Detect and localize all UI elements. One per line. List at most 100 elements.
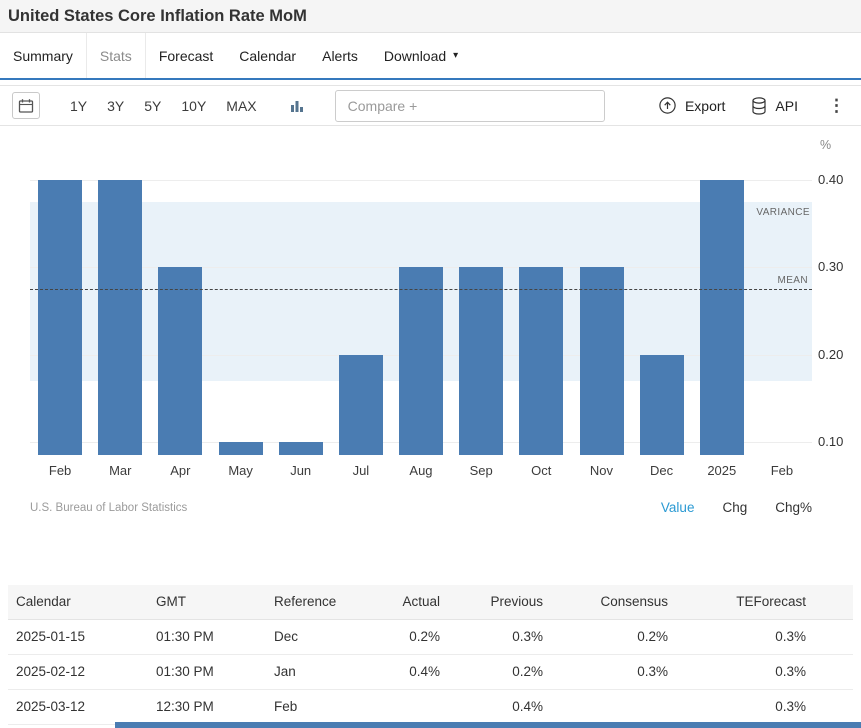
table-cell: 2025-01-15 [8,620,148,655]
series-link-value[interactable]: Value [661,500,695,515]
x-axis-label: Dec [632,463,692,478]
x-axis-label: Mar [90,463,150,478]
x-axis-label: Apr [150,463,210,478]
bar-jul[interactable] [339,355,383,455]
range-max-button[interactable]: MAX [226,98,256,114]
date-range-picker-button[interactable] [12,92,40,119]
bar-oct[interactable] [519,267,563,455]
tab-summary[interactable]: Summary [0,33,87,78]
table-cell: 0.2% [551,620,676,655]
table-cell [551,690,676,725]
chevron-down-icon: ▾ [453,50,458,61]
bar-aug[interactable] [399,267,443,455]
table-cell: 0.2% [376,620,448,655]
range-buttons: 1Y 3Y 5Y 10Y MAX [70,98,257,114]
column-header-teforecast: TEForecast [676,585,853,620]
export-button[interactable]: Export [658,96,725,115]
table-row[interactable]: 2025-03-1212:30 PMFeb0.4%0.3% [8,690,853,725]
bar-may[interactable] [219,442,263,455]
x-axis-label: Jul [331,463,391,478]
bar-mar[interactable] [98,180,142,455]
y-axis-label: 0.10 [818,434,843,449]
table-cell [376,690,448,725]
app-window: United States Core Inflation Rate MoM Su… [0,0,861,728]
variance-label: VARIANCE [756,207,810,218]
x-axis-label: Feb [30,463,90,478]
y-axis-unit: % [820,138,831,152]
tab-alerts[interactable]: Alerts [309,33,371,78]
x-axis-label: Aug [391,463,451,478]
range-1y-button[interactable]: 1Y [70,98,87,114]
series-links: Value Chg Chg% [661,500,812,515]
table-cell: 0.3% [676,690,853,725]
table-cell: 0.4% [448,690,551,725]
bar-sep[interactable] [459,267,503,455]
y-axis-label: 0.40 [818,172,843,187]
gridline [30,180,812,181]
tab-forecast[interactable]: Forecast [146,33,226,78]
kebab-menu-icon[interactable]: ⋮ [824,97,849,114]
x-axis-label: Sep [451,463,511,478]
table-cell: 0.4% [376,655,448,690]
series-link-chgpct[interactable]: Chg% [775,500,812,515]
toolbar-right: Export API ⋮ [658,96,849,115]
bar-2025[interactable] [700,180,744,455]
bar-dec[interactable] [640,355,684,455]
x-axis-label: Oct [511,463,571,478]
x-axis-label: May [211,463,271,478]
range-10y-button[interactable]: 10Y [181,98,206,114]
table-row[interactable]: 2025-02-1201:30 PMJan0.4%0.2%0.3%0.3% [8,655,853,690]
bar-feb[interactable] [38,180,82,455]
table-cell: 0.2% [448,655,551,690]
mean-label: MEAN [778,275,809,286]
bar-nov[interactable] [580,267,624,455]
y-axis-label: 0.30 [818,259,843,274]
toolbar: 1Y 3Y 5Y 10Y MAX Export [0,85,861,126]
column-header-actual: Actual [376,585,448,620]
table-cell: 0.3% [551,655,676,690]
tab-calendar[interactable]: Calendar [226,33,309,78]
database-icon [751,97,767,115]
table-cell: 0.3% [676,620,853,655]
range-5y-button[interactable]: 5Y [144,98,161,114]
column-header-consensus: Consensus [551,585,676,620]
api-button[interactable]: API [751,97,798,115]
calendar-icon [18,98,34,114]
chart: % U.S. Bureau of Labor Statistics Value C… [0,130,861,530]
table-cell: 01:30 PM [148,655,266,690]
x-axis-label: 2025 [692,463,752,478]
calendar-table: CalendarGMTReferenceActualPreviousConsen… [8,585,853,725]
x-axis-label: Jun [271,463,331,478]
page-title: United States Core Inflation Rate MoM [8,7,307,26]
page-header: United States Core Inflation Rate MoM [0,0,861,33]
api-label: API [775,98,798,114]
x-axis-label: Nov [571,463,631,478]
next-release-row-strip [115,722,861,728]
tab-download[interactable]: Download▾ [371,33,471,78]
table-cell: 2025-03-12 [8,690,148,725]
table-cell: 01:30 PM [148,620,266,655]
bar-chart-icon [289,98,305,114]
compare-input[interactable] [335,90,605,122]
bar-apr[interactable] [158,267,202,455]
table-cell: 0.3% [448,620,551,655]
chart-type-button[interactable] [289,98,305,114]
column-header-previous: Previous [448,585,551,620]
mean-line [30,289,812,290]
export-icon [658,96,677,115]
calendar-table-wrap: CalendarGMTReferenceActualPreviousConsen… [8,585,853,725]
export-label: Export [685,98,725,114]
series-link-chg[interactable]: Chg [722,500,747,515]
chart-source: U.S. Bureau of Labor Statistics [30,502,187,514]
x-axis-label: Feb [752,463,812,478]
table-row[interactable]: 2025-01-1501:30 PMDec0.2%0.3%0.2%0.3% [8,620,853,655]
table-cell: 2025-02-12 [8,655,148,690]
column-header-calendar: Calendar [8,585,148,620]
table-cell: Jan [266,655,376,690]
table-cell: Dec [266,620,376,655]
range-3y-button[interactable]: 3Y [107,98,124,114]
bar-jun[interactable] [279,442,323,455]
table-cell: 12:30 PM [148,690,266,725]
column-header-gmt: GMT [148,585,266,620]
tab-stats[interactable]: Stats [87,33,146,78]
